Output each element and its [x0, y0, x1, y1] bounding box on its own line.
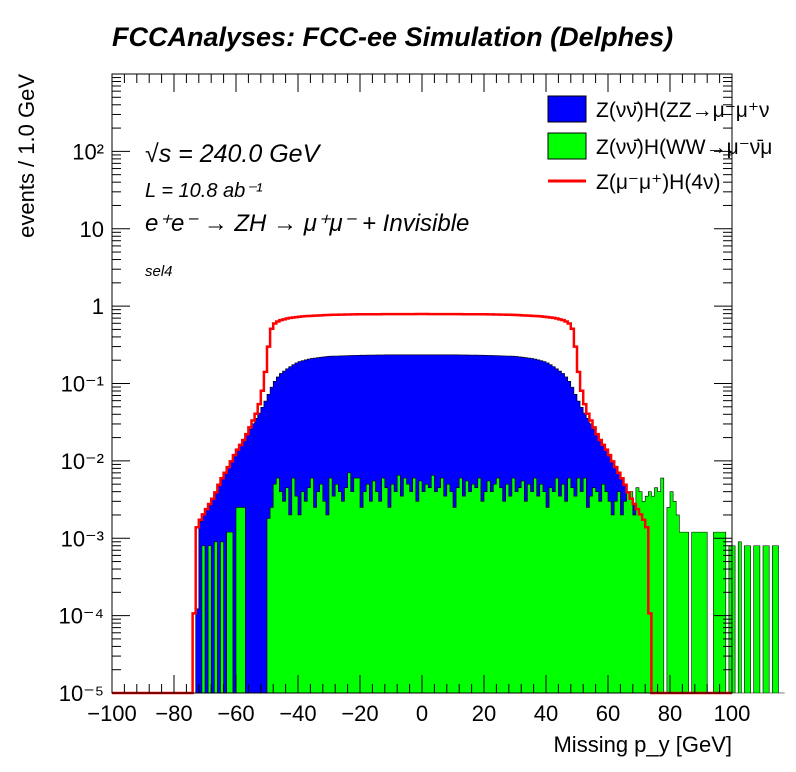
- x-tick-label: −80: [155, 701, 192, 726]
- x-tick-label: 80: [658, 701, 682, 726]
- x-tick-label: −60: [217, 701, 254, 726]
- y-tick-label: 10²: [72, 139, 104, 164]
- x-tick-label: 100: [714, 701, 751, 726]
- annotation-process: e⁺e⁻ → ZH → μ⁺μ⁻ + Invisible: [145, 210, 469, 237]
- legend: Z(νν̄)H(ZZ→μ⁻μ⁺ν Z(νν̄)H(WW→μ⁻ν̄μ Z(μ⁻μ⁺…: [547, 95, 772, 194]
- y-axis-label: events / 1.0 GeV: [14, 74, 39, 238]
- annotation-luminosity: L = 10.8 ab⁻¹: [145, 180, 263, 202]
- x-tick-label: −20: [341, 701, 378, 726]
- series-4nu-line: [112, 312, 732, 695]
- legend-label-4nu: Z(μ⁻μ⁺)H(4ν): [596, 171, 721, 194]
- x-axis-label: Missing p_y [GeV]: [553, 732, 732, 757]
- x-tick-label: −100: [87, 701, 137, 726]
- y-tick-label: 10⁻⁵: [59, 681, 104, 706]
- annotation-sqrt-s: √s = 240.0 GeV: [145, 140, 322, 168]
- legend-label-zz: Z(νν̄)H(ZZ→μ⁻μ⁺ν: [596, 99, 770, 122]
- legend-swatch-ww: [547, 132, 587, 160]
- x-tick-label: 60: [596, 701, 620, 726]
- axis-ticks: [111, 74, 733, 694]
- annotation-selection: sel4: [145, 263, 173, 280]
- y-tick-label: 10⁻³: [61, 526, 104, 551]
- y-tick-label: 10: [80, 217, 104, 242]
- y-tick-labels: 10⁻⁵ 10⁻⁴ 10⁻³ 10⁻² 10⁻¹ 1 10 10²: [58, 139, 104, 706]
- x-tick-label: 20: [472, 701, 496, 726]
- y-tick-label: 10⁻¹: [61, 372, 104, 397]
- x-tick-label: −40: [279, 701, 316, 726]
- legend-label-ww: Z(νν̄)H(WW→μ⁻ν̄μ: [596, 136, 772, 159]
- y-tick-label: 10⁻²: [61, 449, 104, 474]
- x-tick-label: 40: [534, 701, 558, 726]
- chart-title: FCCAnalyses: FCC-ee Simulation (Delphes): [112, 22, 673, 52]
- y-tick-label: 10⁻⁴: [58, 604, 104, 629]
- x-tick-labels: −100 −80 −60 −40 −20 0 20 40 60 80 100: [87, 701, 750, 726]
- plot-frame: [111, 73, 733, 694]
- y-tick-label: 1: [92, 294, 104, 319]
- x-tick-label: 0: [416, 701, 428, 726]
- legend-swatch-zz: [547, 95, 587, 123]
- histogram-series: [112, 312, 785, 695]
- series-ww-area: [198, 472, 785, 694]
